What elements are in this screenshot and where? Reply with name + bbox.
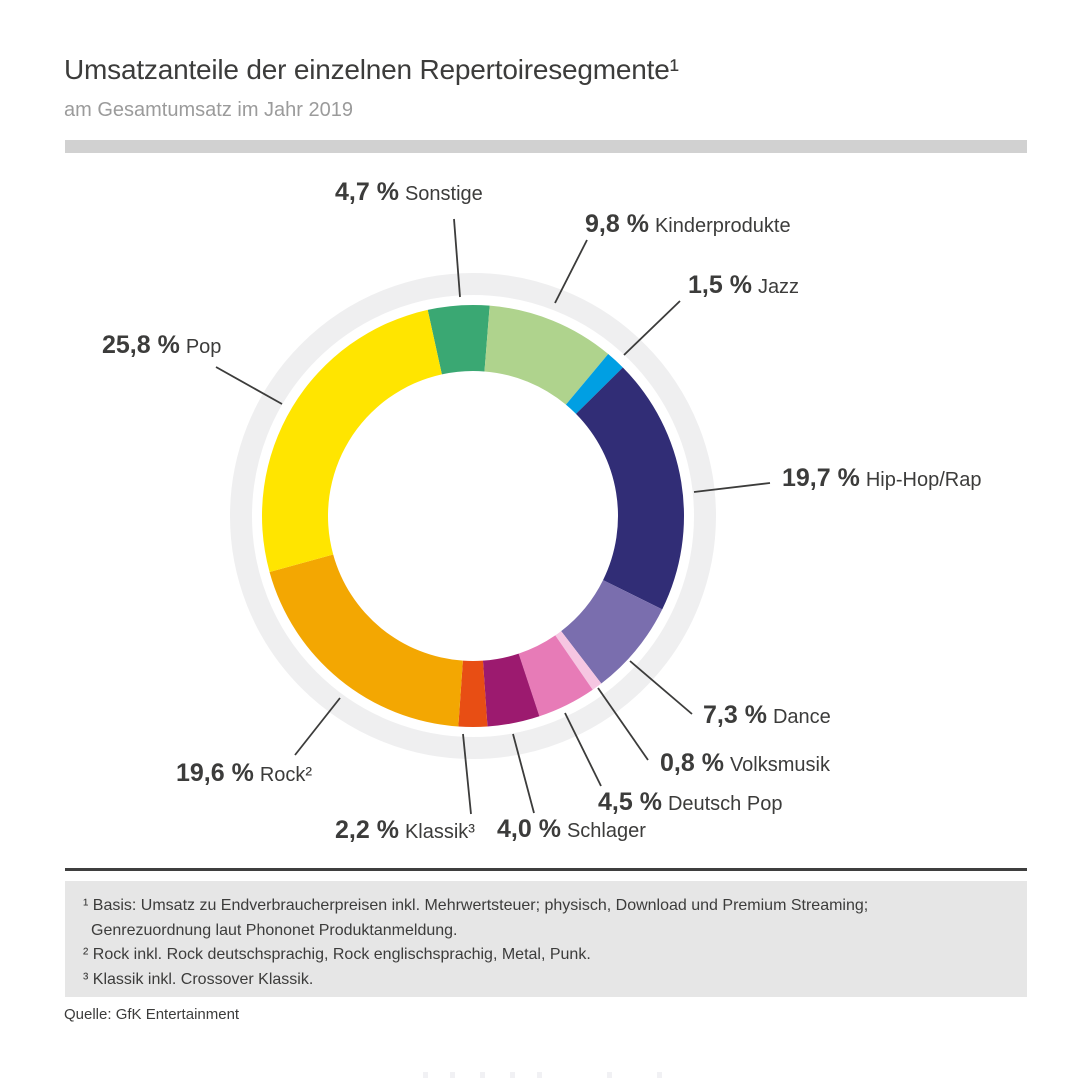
segment-label-volksmusik: 0,8 % Volksmusik xyxy=(660,749,830,778)
segment-hip-hop-rap xyxy=(575,367,685,610)
leader-line-sonstige xyxy=(453,218,461,298)
segment-name: Jazz xyxy=(757,276,800,298)
segment-sonstige xyxy=(427,304,490,375)
segment-value: 2,2 % xyxy=(335,816,399,844)
segment-label-sonstige: 4,7 % Sonstige xyxy=(335,178,483,207)
segment-name: Schlager xyxy=(566,820,646,842)
watermark-dot xyxy=(450,1072,455,1078)
segment-name: Rock² xyxy=(259,764,313,786)
segment-schlager xyxy=(482,653,540,727)
footnote-line-3: ³ Klassik inkl. Crossover Klassik. xyxy=(83,970,314,988)
footnote-line-2: ² Rock inkl. Rock deutschsprachig, Rock … xyxy=(83,946,591,963)
segment-label-kinderprodukte: 9,8 % Kinderprodukte xyxy=(585,210,791,239)
segment-pop xyxy=(261,309,442,572)
segment-value: 4,5 % xyxy=(598,788,662,816)
leader-line-dance xyxy=(629,660,693,715)
footnote-divider xyxy=(65,868,1027,871)
leader-line-schlager xyxy=(512,733,535,814)
segment-dance xyxy=(561,580,663,684)
leader-line-kinderprodukte xyxy=(554,239,588,304)
segment-name: Pop xyxy=(185,336,222,358)
footnote-line-1b: Genrezuordnung laut Phononet Produktanme… xyxy=(91,921,458,939)
watermark-dot xyxy=(480,1072,485,1078)
segment-value: 4,0 % xyxy=(497,815,561,843)
segment-name: Sonstige xyxy=(404,183,483,205)
page-title: Umsatzanteile der einzelnen Repertoirese… xyxy=(64,54,679,85)
segment-value: 9,8 % xyxy=(585,210,649,238)
donut-background-ring xyxy=(230,273,716,759)
leader-line-volksmusik xyxy=(597,687,649,761)
title-divider xyxy=(65,140,1027,153)
segment-volksmusik xyxy=(555,631,602,690)
segment-name: Deutsch Pop xyxy=(667,793,783,815)
segment-value: 0,8 % xyxy=(660,749,724,777)
segment-label-dance: 7,3 % Dance xyxy=(703,701,831,730)
segment-value: 4,7 % xyxy=(335,178,399,206)
segment-rock xyxy=(269,554,463,727)
segment-name: Hip-Hop/Rap xyxy=(865,469,982,491)
watermark-dot xyxy=(607,1072,612,1078)
leader-line-jazz xyxy=(623,300,681,356)
segment-klassik xyxy=(458,660,488,728)
segment-label-schlager: 4,0 % Schlager xyxy=(497,815,646,844)
segment-value: 19,6 % xyxy=(176,759,254,787)
segment-value: 19,7 % xyxy=(782,464,860,492)
segment-label-hip-hop-rap: 19,7 % Hip-Hop/Rap xyxy=(782,464,981,493)
leader-line-rock xyxy=(294,697,341,756)
segment-value: 1,5 % xyxy=(688,271,752,299)
segment-label-klassik: 2,2 % Klassik³ xyxy=(335,816,475,845)
segment-label-pop: 25,8 % Pop xyxy=(102,331,221,360)
segment-label-deutsch-pop: 4,5 % Deutsch Pop xyxy=(598,788,782,817)
watermark-dot xyxy=(423,1072,428,1078)
footnote-line-1: ¹ Basis: Umsatz zu Endverbraucherpreisen… xyxy=(83,897,869,914)
segment-jazz xyxy=(565,354,623,414)
watermark-dot xyxy=(510,1072,515,1078)
footnote-box: ¹ Basis: Umsatz zu Endverbraucherpreisen… xyxy=(65,881,1027,997)
segment-label-jazz: 1,5 % Jazz xyxy=(688,271,799,300)
watermark-dot xyxy=(537,1072,542,1078)
leader-line-hip-hop-rap xyxy=(693,482,771,493)
segment-name: Dance xyxy=(772,706,831,728)
source-line: Quelle: GfK Entertainment xyxy=(64,1006,240,1023)
segment-kinderprodukte xyxy=(484,305,609,405)
leader-line-klassik xyxy=(462,733,472,815)
segment-name: Kinderprodukte xyxy=(654,215,791,237)
leader-line-deutsch-pop xyxy=(564,712,602,787)
segment-value: 7,3 % xyxy=(703,701,767,729)
segment-value: 25,8 % xyxy=(102,331,180,359)
segment-deutsch-pop xyxy=(518,635,593,717)
segment-name: Volksmusik xyxy=(729,754,830,776)
watermark-dot xyxy=(657,1072,662,1078)
page-subtitle: am Gesamtumsatz im Jahr 2019 xyxy=(64,99,353,121)
segment-name: Klassik³ xyxy=(404,821,475,843)
leader-line-pop xyxy=(215,366,283,405)
segment-label-rock: 19,6 % Rock² xyxy=(176,759,312,788)
